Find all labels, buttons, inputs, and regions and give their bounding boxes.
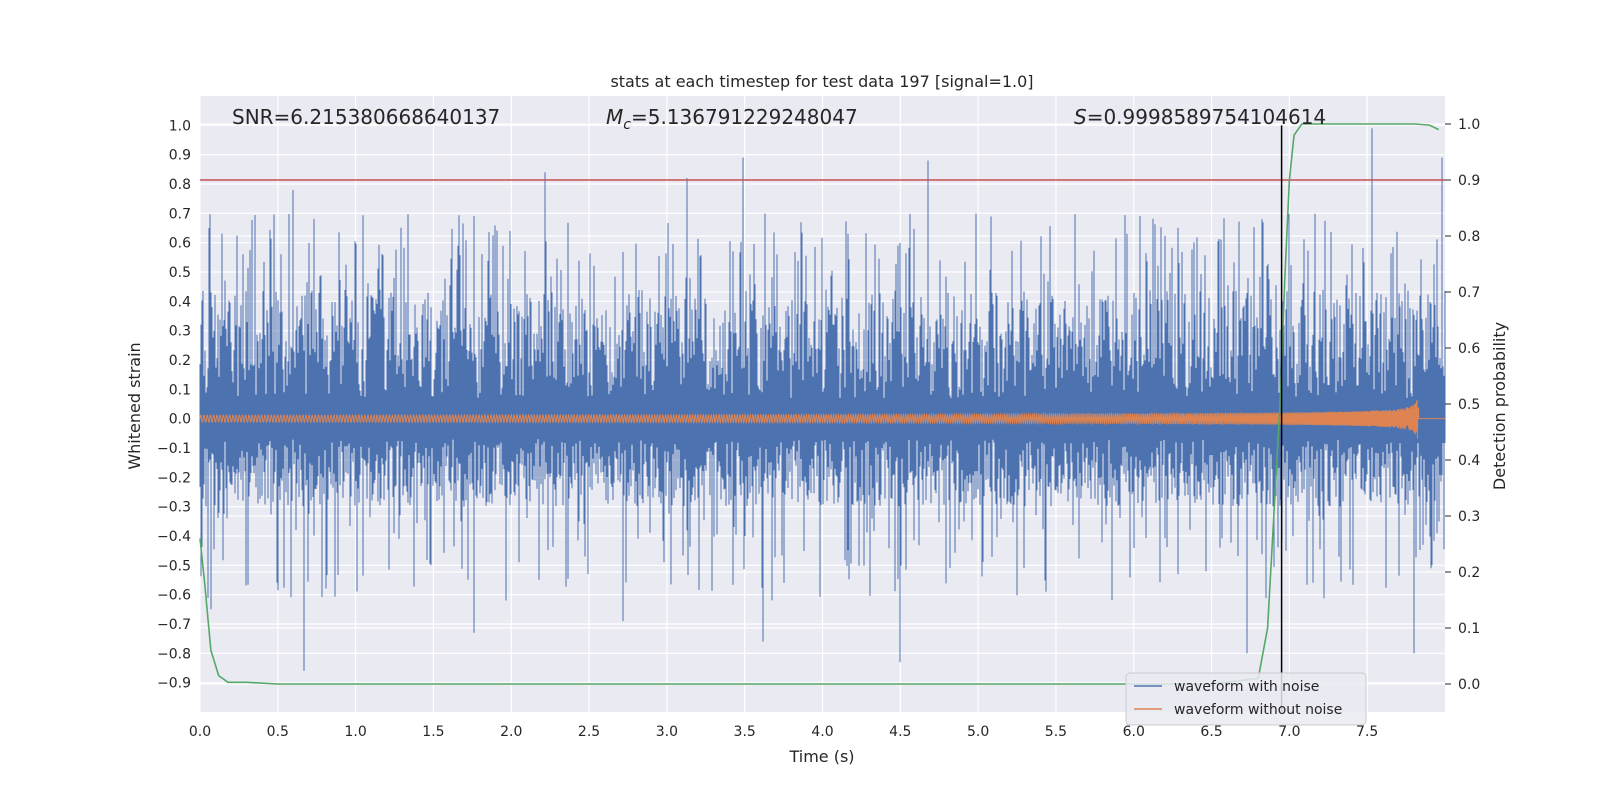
y-tick-label: −0.9 xyxy=(157,676,191,692)
chirp-mass-annotation: Mc=5.136791229248047 xyxy=(606,105,858,133)
x-tick-label: 7.5 xyxy=(1356,724,1378,740)
score-value: =0.9998589754104614 xyxy=(1087,105,1326,129)
x-tick-label: 5.5 xyxy=(1045,724,1067,740)
right-y-axis-label: Detection probability xyxy=(1490,322,1509,490)
x-tick-label: 6.0 xyxy=(1123,724,1145,740)
x-tick-label: 0.5 xyxy=(267,724,289,740)
right-y-tick-label: 0.0 xyxy=(1458,677,1480,693)
y-tick-label: −0.3 xyxy=(157,500,191,516)
legend-box xyxy=(1125,672,1367,726)
x-tick-label: 2.5 xyxy=(578,724,600,740)
chirp-mass-subscript: c xyxy=(623,117,631,133)
right-y-tick-label: 1.0 xyxy=(1458,117,1480,133)
snr-annotation: SNR=6.215380668640137 xyxy=(232,105,500,129)
y-tick-label: −0.5 xyxy=(157,558,191,574)
legend-label-noise: waveform with noise xyxy=(1174,679,1319,695)
y-tick-label: 0.1 xyxy=(169,382,191,398)
right-y-tick-label: 0.4 xyxy=(1458,453,1480,469)
y-tick-label: −0.2 xyxy=(157,470,191,486)
x-tick-label: 3.5 xyxy=(734,724,756,740)
y-tick-label: −0.7 xyxy=(157,617,191,633)
waveform-without-noise-line xyxy=(199,399,1445,439)
x-tick-label: 1.0 xyxy=(344,724,366,740)
y-tick-label: −0.4 xyxy=(157,529,191,545)
right-y-tick-label: 0.8 xyxy=(1458,229,1480,245)
y-tick-label: 0.2 xyxy=(169,353,191,369)
x-tick-label: 7.0 xyxy=(1278,724,1300,740)
right-y-tick-labels: 0.0 0.1 0.2 0.3 0.4 0.5 0.6 0.7 0.8 0.9 1.0 xyxy=(1445,117,1480,693)
x-tick-label: 6.5 xyxy=(1200,724,1222,740)
y-tick-label: 0.8 xyxy=(169,177,191,193)
y-tick-label: 0.4 xyxy=(169,294,191,310)
x-axis-label: Time (s) xyxy=(788,747,854,766)
waveform-with-noise-line xyxy=(199,128,1446,671)
right-y-tick-label: 0.5 xyxy=(1458,397,1480,413)
y-tick-label: 0.9 xyxy=(169,148,191,164)
y-tick-label: −0.1 xyxy=(157,441,191,457)
x-tick-label: 3.0 xyxy=(656,724,678,740)
legend-label-clean: waveform without noise xyxy=(1174,702,1342,718)
y-tick-label: 0.0 xyxy=(169,412,191,428)
x-tick-label: 1.5 xyxy=(422,724,444,740)
x-tick-labels: 0.0 0.5 1.0 1.5 2.0 2.5 3.0 3.5 4.0 4.5 5.0 5.5 6.0 6… xyxy=(189,724,1378,740)
y-tick-label: 0.5 xyxy=(169,265,191,281)
right-y-tick-label: 0.9 xyxy=(1458,173,1480,189)
right-y-tick-label: 0.1 xyxy=(1458,621,1480,637)
y-tick-label: 1.0 xyxy=(169,118,191,134)
y-tick-label: 0.6 xyxy=(169,236,191,252)
chart-title: stats at each timestep for test data 197… xyxy=(610,72,1033,91)
chirp-mass-symbol: M xyxy=(606,105,623,129)
y-tick-label: 0.3 xyxy=(169,324,191,340)
chirp-mass-value: =5.136791229248047 xyxy=(631,105,858,129)
x-tick-label: 4.5 xyxy=(889,724,911,740)
y-axis-label: Whitened strain xyxy=(125,342,144,469)
y-tick-label: 0.7 xyxy=(169,206,191,222)
x-tick-label: 0.0 xyxy=(189,724,211,740)
y-tick-label: −0.6 xyxy=(157,588,191,604)
x-tick-label: 5.0 xyxy=(967,724,989,740)
legend: waveform with noise waveform without noi… xyxy=(1125,672,1367,726)
x-tick-label: 2.0 xyxy=(500,724,522,740)
right-y-tick-label: 0.3 xyxy=(1458,509,1480,525)
score-symbol: S xyxy=(1074,105,1087,129)
right-y-tick-label: 0.7 xyxy=(1458,285,1480,301)
score-annotation: S=0.9998589754104614 xyxy=(1074,105,1326,129)
right-y-tick-label: 0.6 xyxy=(1458,341,1480,357)
y-tick-label: −0.8 xyxy=(157,646,191,662)
y-tick-labels: −0.9 −0.8 −0.7 −0.6 −0.5 −0.4 −0.3 −0.2 −0.1 0.0 0… xyxy=(157,118,191,691)
right-y-tick-label: 0.2 xyxy=(1458,565,1480,581)
x-tick-label: 4.0 xyxy=(811,724,833,740)
